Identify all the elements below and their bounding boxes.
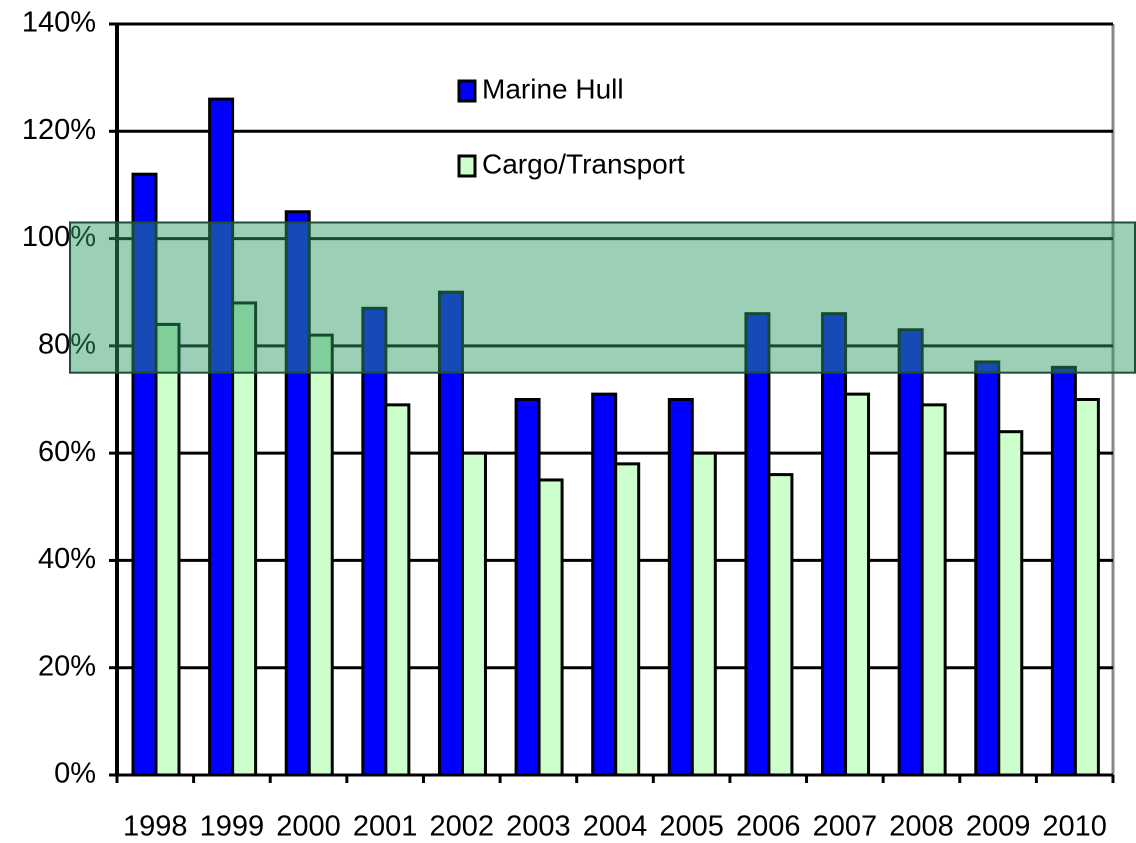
bar <box>460 451 487 777</box>
bar <box>1073 398 1100 777</box>
bar <box>744 312 771 777</box>
bar <box>514 398 541 777</box>
bar <box>591 392 618 777</box>
bar <box>920 403 947 777</box>
bar <box>997 430 1024 777</box>
bar <box>361 306 388 777</box>
y-tick-label: 140% <box>22 7 96 39</box>
bar <box>384 403 411 777</box>
x-tick-label: 2007 <box>813 811 878 843</box>
bar <box>897 328 924 777</box>
x-tick-label: 2010 <box>1042 811 1107 843</box>
x-tick-label: 2009 <box>966 811 1031 843</box>
highlight-band <box>69 221 1136 374</box>
y-tick-label: 20% <box>38 650 96 682</box>
bar <box>231 301 258 777</box>
legend-label: Marine Hull <box>482 73 624 104</box>
y-tick-label: 60% <box>38 436 96 468</box>
x-tick-label: 2004 <box>583 811 648 843</box>
bar <box>537 478 564 777</box>
x-tick-label: 2008 <box>889 811 954 843</box>
y-tick-label: 40% <box>38 543 96 575</box>
bar <box>208 97 235 777</box>
bar <box>154 322 181 777</box>
y-tick-label: 0% <box>54 758 96 790</box>
bar <box>974 360 1001 777</box>
bar <box>690 451 717 777</box>
y-tick-label: 80% <box>38 329 96 361</box>
bar <box>844 392 871 777</box>
bar <box>821 312 848 777</box>
y-tick-label: 100% <box>22 221 96 253</box>
x-tick-label: 1998 <box>123 811 188 843</box>
legend-swatch <box>457 154 477 178</box>
x-tick-label: 2006 <box>736 811 801 843</box>
bar <box>767 473 794 777</box>
legend-swatch <box>457 79 477 103</box>
y-tick-label: 120% <box>22 114 96 146</box>
bar <box>614 462 641 777</box>
bar <box>1050 365 1077 777</box>
x-tick-label: 2001 <box>353 811 418 843</box>
legend-label: Cargo/Transport <box>482 148 685 179</box>
bar <box>307 333 334 777</box>
x-tick-label: 1999 <box>200 811 265 843</box>
x-tick-label: 2002 <box>430 811 495 843</box>
x-tick-label: 2005 <box>659 811 724 843</box>
x-tick-label: 2000 <box>276 811 341 843</box>
x-tick-label: 2003 <box>506 811 571 843</box>
bar <box>667 398 694 777</box>
